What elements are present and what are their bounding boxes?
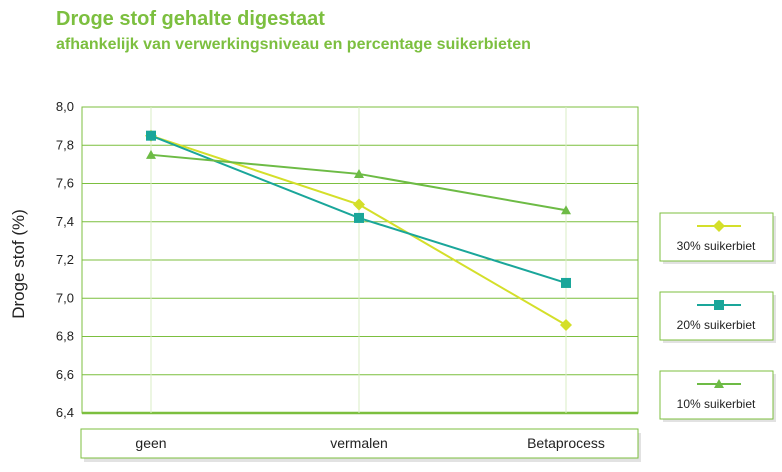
legend-box [659, 370, 774, 420]
data-point [146, 149, 156, 159]
series-lines [145, 129, 572, 332]
x-tick-label: geen [135, 435, 166, 451]
data-point [353, 198, 365, 211]
chart-title: Droge stof gehalte digestaat [56, 8, 325, 30]
legend-marker [714, 379, 724, 388]
y-tick-label: 6,8 [56, 329, 74, 344]
legend-box [659, 212, 774, 262]
data-point [560, 319, 572, 332]
y-tick-label: 7,8 [56, 137, 74, 152]
y-tick-label: 7,6 [56, 176, 74, 191]
y-tick-label: 6,6 [56, 367, 74, 382]
data-point [354, 168, 364, 178]
x-tick-label: vermalen [330, 435, 388, 451]
y-tick-label: 7,0 [56, 290, 74, 305]
x-axis-box: geen vermalen Betaprocess [80, 428, 641, 462]
gridlines [81, 106, 639, 415]
legend-label: 20% suikerbiet [677, 318, 756, 332]
legend-marker [713, 220, 725, 232]
y-tick-label: 7,4 [56, 214, 74, 229]
legend-marker [714, 300, 724, 310]
data-point [146, 130, 156, 141]
y-tick-label: 6,4 [56, 405, 74, 420]
y-axis-label: Droge stof (%) [9, 209, 28, 319]
x-tick-label: Betaprocess [527, 435, 605, 451]
y-tick-label: 8,0 [56, 99, 74, 114]
legend-box [659, 291, 774, 341]
data-point [561, 277, 571, 288]
x-axis-box-frame [80, 428, 639, 459]
legend: 30% suikerbiet 20% suikerbiet 10% suikerbi… [659, 212, 776, 422]
data-point [561, 205, 571, 215]
data-point [354, 212, 364, 223]
chart-subtitle: afhankelijk van verwerkingsniveau en per… [56, 36, 531, 53]
y-axis-ticks: 6,4 6,6 6,8 7,0 7,2 7,4 7,6 7,8 8,0 [56, 99, 74, 420]
legend-label: 30% suikerbiet [677, 239, 756, 253]
legend-label: 10% suikerbiet [677, 397, 756, 411]
y-tick-label: 7,2 [56, 252, 74, 267]
